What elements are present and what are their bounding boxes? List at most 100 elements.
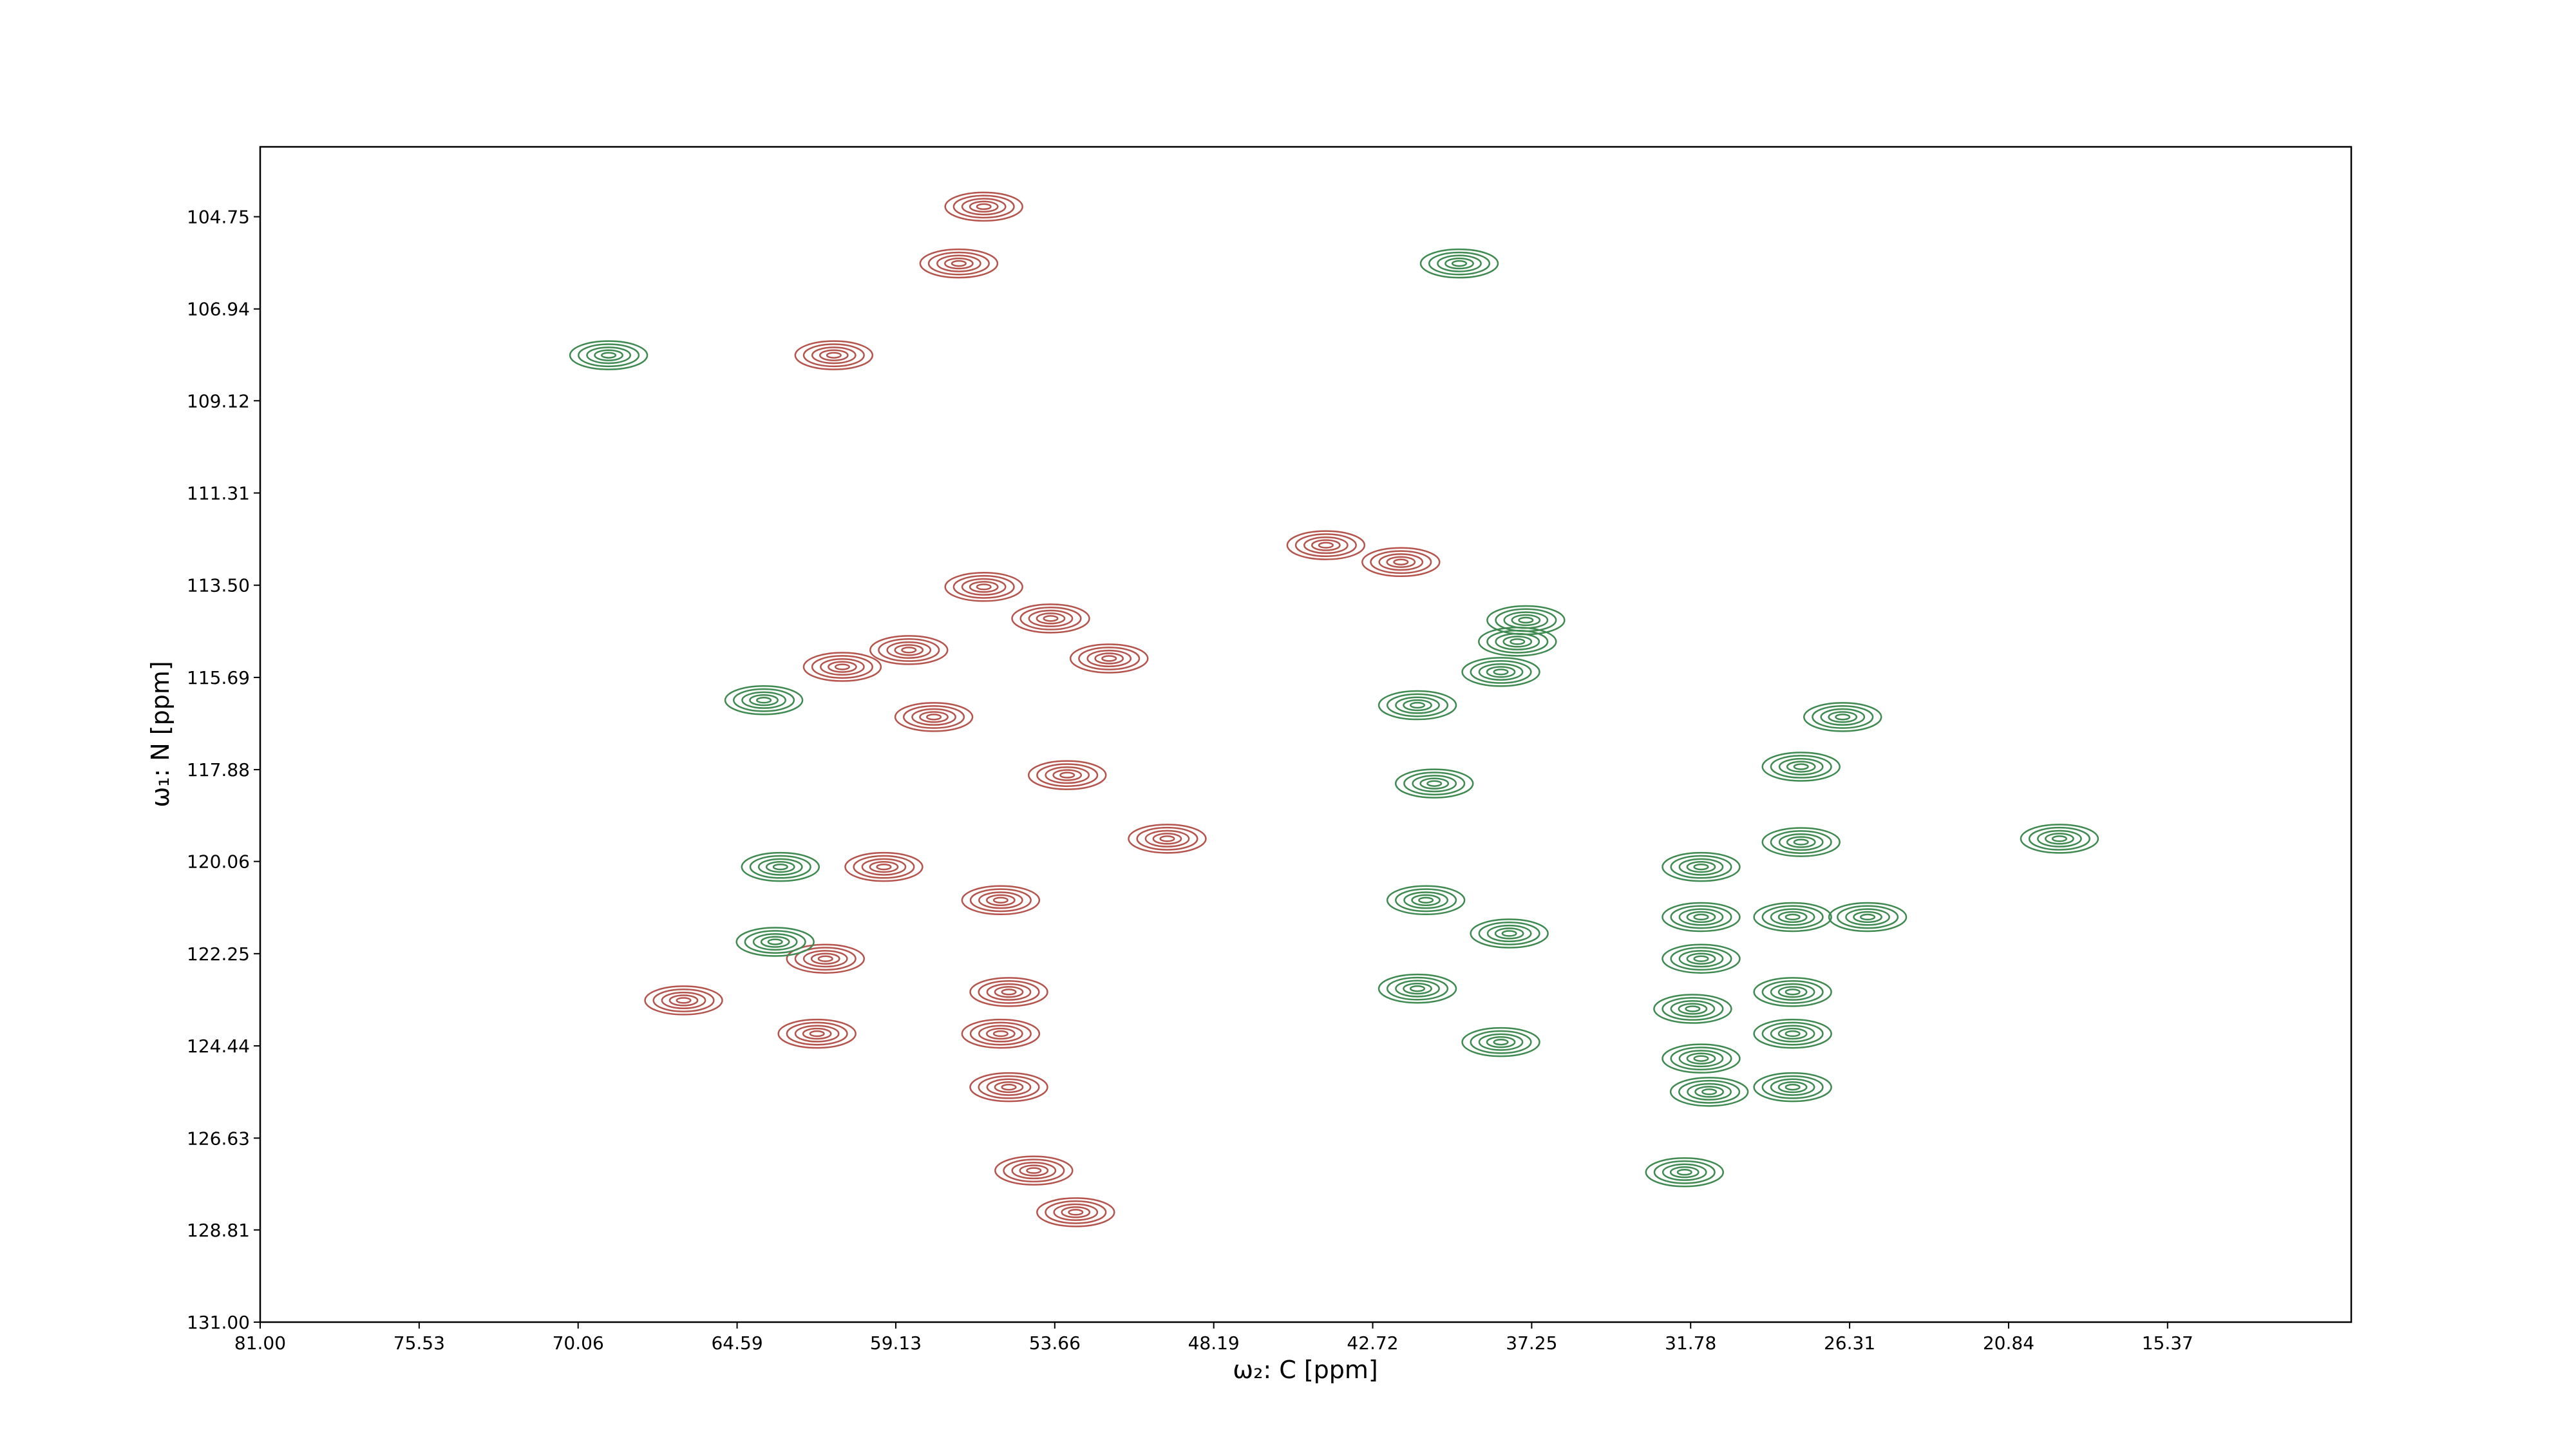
contour-ring — [1159, 835, 1175, 842]
contour-ring — [652, 989, 715, 1012]
contour-ring — [1820, 708, 1866, 726]
y-tick-label: 111.31 — [187, 482, 250, 504]
contour-ring — [794, 947, 857, 971]
contour-ring — [1019, 1164, 1049, 1177]
contour-ring — [1785, 1083, 1801, 1091]
contour-ring — [919, 711, 949, 723]
contour-ring — [1501, 930, 1517, 937]
contour-ring — [1761, 980, 1824, 1004]
peak — [1761, 827, 1841, 857]
peak — [1128, 824, 1207, 854]
contour-ring — [1685, 1005, 1701, 1012]
contour-ring — [986, 894, 1016, 906]
contour-ring — [809, 1030, 825, 1037]
peak — [1662, 851, 1741, 882]
contour-ring — [903, 705, 965, 729]
contour-ring — [1144, 829, 1190, 848]
peak — [969, 1072, 1048, 1103]
contour-ring — [1770, 983, 1815, 1001]
y-tick-label: 122.25 — [187, 943, 250, 965]
contour-ring — [952, 574, 1015, 599]
x-tick-label: 31.78 — [1665, 1332, 1716, 1354]
contour-ring — [969, 977, 1048, 1007]
y-tick-label: 128.81 — [187, 1220, 250, 1241]
peak — [1662, 902, 1741, 933]
contour-ring — [1053, 1203, 1099, 1221]
peak — [1761, 752, 1841, 782]
contour-ring — [817, 955, 833, 962]
peak — [1378, 973, 1457, 1004]
contour-ring — [1785, 989, 1801, 996]
contour-ring — [601, 352, 617, 359]
peak — [1069, 643, 1149, 674]
contour-ring — [886, 641, 932, 659]
contour-ring — [944, 572, 1023, 602]
contour-ring — [1678, 1003, 1708, 1015]
contour-ring — [1670, 905, 1732, 929]
contour-ring — [1395, 980, 1440, 998]
contour-ring — [828, 661, 857, 673]
x-tick-label: 53.66 — [1029, 1332, 1081, 1354]
x-tick-label: 15.37 — [2142, 1332, 2193, 1354]
contour-ring — [810, 952, 840, 965]
peak — [569, 340, 649, 370]
contour-ring — [994, 986, 1024, 998]
contour-ring — [976, 203, 992, 211]
contour-ring — [1662, 1043, 1741, 1074]
peak — [1386, 885, 1466, 916]
contour-ring — [756, 696, 772, 704]
contour-ring — [1409, 985, 1426, 992]
contour-ring — [2020, 824, 2099, 854]
contour-ring — [1793, 838, 1809, 846]
contour-ring — [819, 349, 849, 361]
y-axis-label: ω₁: N [ppm] — [146, 661, 175, 807]
contour-ring — [1686, 952, 1716, 965]
contour-ring — [1001, 1083, 1017, 1091]
contour-ring — [876, 863, 892, 871]
contour-ring — [1753, 1072, 1832, 1103]
contour-ring — [802, 950, 848, 968]
peak — [1036, 1197, 1115, 1227]
contour-ring — [1678, 1050, 1724, 1068]
peak — [961, 885, 1041, 916]
contour-ring — [741, 851, 820, 882]
contour-ring — [969, 1072, 1048, 1103]
contour-ring — [1461, 657, 1540, 687]
contour-ring — [1437, 254, 1482, 272]
contour-ring — [1777, 986, 1808, 998]
contour-ring — [1678, 1079, 1741, 1104]
contour-ring — [1777, 911, 1808, 923]
contour-ring — [1045, 1200, 1107, 1224]
contour-ring — [1043, 615, 1059, 622]
contour-ring — [961, 578, 1007, 596]
contour-ring — [1136, 826, 1198, 851]
contour-ring — [1370, 550, 1432, 574]
contour-ring — [786, 1021, 848, 1046]
contour-ring — [1662, 943, 1741, 974]
contour-ring — [772, 863, 788, 871]
contour-ring — [1669, 1077, 1749, 1107]
peak — [1394, 768, 1474, 799]
contour-ring — [952, 194, 1015, 219]
x-tick-label: 64.59 — [711, 1332, 762, 1354]
y-tick-label: 106.94 — [187, 299, 250, 320]
contour-ring — [1828, 711, 1858, 723]
x-tick-label: 26.31 — [1824, 1332, 1875, 1354]
peak — [1419, 248, 1499, 279]
contour-ring — [1493, 668, 1509, 676]
peak — [1361, 547, 1441, 577]
contour-ring — [869, 860, 899, 873]
contour-ring — [757, 858, 803, 876]
contour-ring — [1318, 542, 1334, 549]
x-axis-label: ω₂: C [ppm] — [1233, 1356, 1378, 1384]
frame — [259, 146, 2353, 1323]
peak — [1753, 1072, 1832, 1103]
peak — [724, 685, 804, 715]
contour-ring — [1753, 977, 1832, 1007]
contour-ring — [1678, 858, 1724, 876]
peak — [994, 1155, 1074, 1186]
peak — [969, 977, 1048, 1007]
contour-ring — [586, 346, 631, 365]
contour-ring — [894, 644, 924, 656]
